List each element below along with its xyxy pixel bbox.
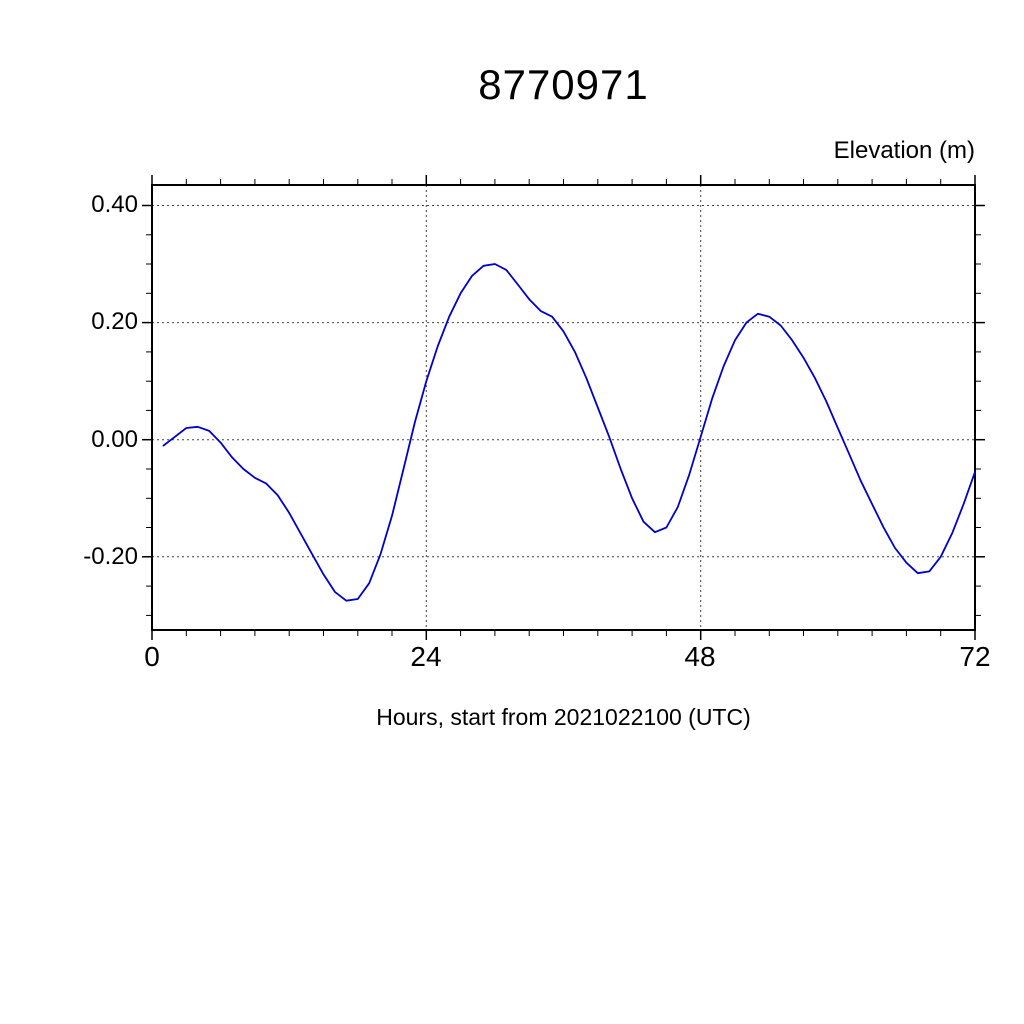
x-tick-label: 48 xyxy=(684,641,716,672)
x-tick-label: 24 xyxy=(410,641,442,672)
y-tick-label: 0.40 xyxy=(91,191,138,218)
x-tick-label: 0 xyxy=(144,641,160,672)
y-tick-label: 0.20 xyxy=(91,308,138,335)
x-axis-label: Hours, start from 2021022100 (UTC) xyxy=(376,704,751,730)
y-tick-label: -0.20 xyxy=(83,543,138,570)
x-tick-label: 72 xyxy=(959,641,991,672)
chart-title: 8770971 xyxy=(478,61,649,108)
elevation-series xyxy=(162,263,976,602)
y-axis-title: Elevation (m) xyxy=(833,137,975,164)
plot-border xyxy=(151,184,976,631)
y-tick-label: 0.00 xyxy=(91,426,138,453)
